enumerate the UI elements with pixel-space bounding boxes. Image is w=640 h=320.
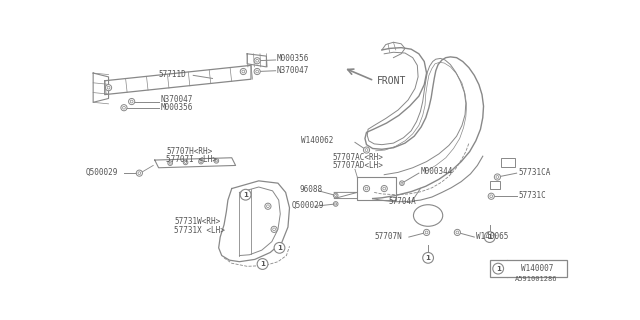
Text: W140007: W140007 [521, 264, 554, 273]
Bar [490, 181, 500, 188]
Circle shape [383, 187, 385, 190]
Text: N370047: N370047 [160, 95, 193, 105]
Circle shape [422, 252, 433, 263]
Circle shape [214, 158, 219, 163]
Text: 1: 1 [243, 192, 248, 198]
Text: 57707AC<RH>: 57707AC<RH> [333, 153, 383, 162]
Text: Q500029: Q500029 [86, 168, 118, 177]
Circle shape [169, 162, 171, 164]
Circle shape [183, 160, 188, 165]
Text: 57731X <LH>: 57731X <LH> [174, 227, 225, 236]
Text: A591001286: A591001286 [515, 276, 557, 282]
Circle shape [364, 147, 369, 153]
Circle shape [254, 58, 260, 64]
Circle shape [242, 70, 244, 73]
Circle shape [364, 186, 369, 192]
Circle shape [129, 99, 135, 105]
Circle shape [106, 84, 111, 91]
Circle shape [494, 174, 500, 180]
Circle shape [424, 229, 429, 236]
Circle shape [198, 159, 204, 164]
Circle shape [215, 160, 218, 162]
Text: N370047: N370047 [276, 66, 308, 75]
Text: 1: 1 [260, 261, 265, 267]
Text: M000344: M000344 [420, 167, 452, 176]
Text: 1: 1 [426, 255, 431, 261]
Text: 57707N: 57707N [374, 232, 402, 241]
Circle shape [381, 186, 387, 192]
Circle shape [271, 226, 277, 232]
Circle shape [484, 232, 495, 243]
Circle shape [240, 68, 246, 75]
Bar [490, 260, 566, 277]
Text: 96088: 96088 [300, 185, 323, 194]
Text: 57707AD<LH>: 57707AD<LH> [333, 161, 383, 170]
Circle shape [335, 203, 337, 205]
Circle shape [365, 187, 368, 190]
Text: 57731CA: 57731CA [518, 168, 550, 177]
Circle shape [333, 193, 338, 198]
Circle shape [333, 202, 338, 206]
Circle shape [496, 176, 499, 178]
Circle shape [256, 59, 259, 62]
Circle shape [107, 86, 110, 89]
Circle shape [123, 106, 125, 109]
Circle shape [456, 231, 459, 234]
Text: M000356: M000356 [276, 54, 308, 63]
Text: W140065: W140065 [476, 232, 508, 241]
Circle shape [488, 193, 494, 199]
Circle shape [365, 149, 368, 151]
Text: 1: 1 [496, 266, 500, 272]
Circle shape [273, 228, 275, 231]
Text: 57731W<RH>: 57731W<RH> [174, 217, 220, 226]
Circle shape [240, 189, 251, 200]
Text: 57711D: 57711D [159, 70, 186, 79]
Text: Q500029: Q500029 [292, 201, 324, 210]
Circle shape [399, 181, 404, 186]
Circle shape [200, 161, 202, 163]
Circle shape [266, 205, 269, 208]
Text: 57731C: 57731C [518, 191, 546, 200]
Circle shape [256, 70, 259, 73]
Circle shape [257, 259, 268, 269]
Circle shape [493, 263, 504, 274]
Circle shape [335, 195, 337, 196]
Circle shape [254, 68, 260, 75]
Circle shape [425, 231, 428, 234]
Text: 57707I <LH>: 57707I <LH> [166, 155, 217, 164]
Text: 57704A: 57704A [388, 197, 416, 206]
Circle shape [454, 229, 460, 236]
Circle shape [121, 105, 127, 111]
Circle shape [168, 161, 172, 165]
Circle shape [136, 170, 143, 176]
Circle shape [138, 172, 141, 174]
Bar [501, 158, 515, 167]
Text: 1: 1 [487, 234, 492, 240]
Text: FRONT: FRONT [376, 76, 406, 86]
Text: 1: 1 [277, 245, 282, 251]
Circle shape [490, 195, 493, 198]
Text: 57707H<RH>: 57707H<RH> [166, 147, 212, 156]
Circle shape [131, 100, 133, 103]
Text: W140062: W140062 [301, 136, 333, 145]
Text: M000356: M000356 [160, 103, 193, 112]
Circle shape [401, 182, 403, 184]
Ellipse shape [413, 205, 443, 226]
Circle shape [184, 161, 187, 164]
Circle shape [265, 203, 271, 209]
Circle shape [274, 243, 285, 253]
